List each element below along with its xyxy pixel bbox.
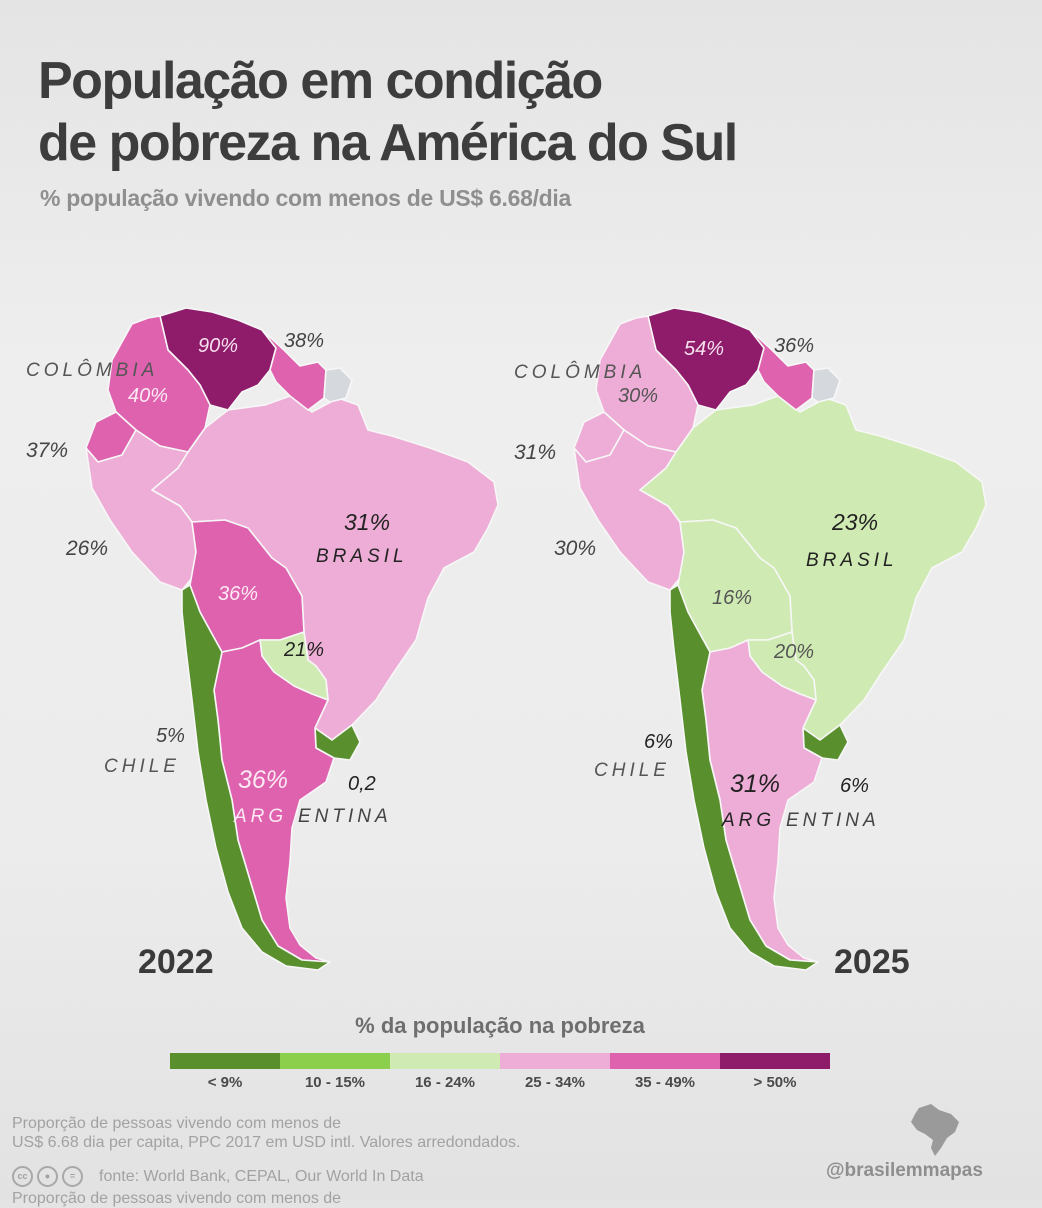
legend-label: 25 - 34% [524,1074,586,1091]
value-peru-2025: 30% [554,537,596,560]
label-chile-2025: CHILE [594,760,670,781]
value-argentina-2025: 31% [730,770,780,798]
legend-swatch [280,1053,390,1069]
title-line-2: de pobreza na América do Sul [38,114,738,172]
legend-swatch [720,1053,830,1069]
value-bolivia-2022: 36% [218,583,258,605]
map-2022 [85,307,499,971]
label-colombia-2025: COLÔMBIA [514,361,646,383]
region-colombia-2025 [595,315,699,453]
no-derivatives-icon: = [62,1166,83,1187]
label-argentina-part1-2025: ARG [721,810,775,831]
footnote: Proporção de pessoas vivendo com menos d… [12,1114,520,1152]
footnote-line-2: US$ 6.68 dia per capita, PPC 2017 em USD… [12,1134,521,1151]
labels-2025: 54% 36% COLÔMBIA 30% 31% 30% 23% BRASIL … [514,335,910,981]
region-french-guiana-2022 [323,367,353,403]
legend-label: 35 - 49% [634,1074,696,1091]
brazil-map-icon [911,1104,959,1156]
value-paraguay-2025: 20% [773,641,814,663]
legend-title: % da população na pobreza [355,1013,645,1038]
label-argentina-part2-2022: ENTINA [298,806,392,827]
region-peru-2022 [85,429,197,591]
region-guyana-suriname-2022 [261,329,327,411]
title-line-1: População em condição [38,52,603,110]
year-2025: 2025 [834,943,910,981]
legend-swatch [390,1053,500,1069]
label-argentina-part2-2025: ENTINA [786,810,880,831]
label-colombia-2022: COLÔMBIA [26,359,158,381]
value-guyana-suriname-2022: 38% [284,330,324,352]
footnote-cut-line: Proporção de pessoas vivendo com menos d… [12,1190,342,1207]
region-chile-2025 [669,584,819,971]
map-2025 [573,307,987,971]
value-venezuela-2022: 90% [198,335,238,357]
region-guyana-suriname-2025 [749,329,815,411]
value-chile-2022: 5% [156,725,185,747]
legend-item: < 9% [170,1053,280,1091]
value-bolivia-2025: 16% [712,587,752,609]
legend-label: 16 - 24% [414,1074,476,1091]
legend-swatch [170,1053,280,1069]
value-guyana-suriname-2025: 36% [774,335,814,357]
region-french-guiana-2025 [811,367,841,403]
legend-swatch [500,1053,610,1069]
value-brasil-2022: 31% [344,509,390,535]
label-brasil-2022: BRASIL [316,546,408,567]
legend-item: 16 - 24% [390,1053,500,1091]
attribution-icon: ● [37,1166,58,1187]
year-2022: 2022 [138,943,214,981]
value-ecuador-2022: 37% [26,439,68,462]
maps-canvas: 90% 38% COLÔMBIA 40% 37% 26% 31% BRASIL … [26,307,987,981]
region-colombia-2022 [107,315,211,453]
source-text: fonte: World Bank, CEPAL, Our World In D… [99,1167,424,1185]
value-uruguay-2025: 6% [840,775,869,797]
page-title: População em condição de pobreza na Amér… [38,50,738,174]
legend-item: 35 - 49% [610,1053,720,1091]
value-colombia-2025: 30% [618,385,658,407]
legend-label: 10 - 15% [304,1074,366,1091]
value-paraguay-2022: 21% [283,639,324,661]
value-chile-2025: 6% [644,731,673,753]
legend-item: 10 - 15% [280,1053,390,1091]
value-colombia-2022: 40% [128,385,168,407]
value-ecuador-2025: 31% [514,441,556,464]
label-chile-2022: CHILE [104,756,180,777]
brand-handle: @brasilemmapas [826,1160,983,1181]
legend-item: 25 - 34% [500,1053,610,1091]
value-brasil-2025: 23% [831,509,878,535]
labels-2022: 90% 38% COLÔMBIA 40% 37% 26% 31% BRASIL … [26,330,408,981]
value-uruguay-2022: 0,2 [348,773,376,795]
creative-commons-icon: cc [12,1166,33,1187]
value-venezuela-2025: 54% [684,338,724,360]
source-row: cc ● = fonte: World Bank, CEPAL, Our Wor… [12,1166,424,1187]
label-argentina-part1-2022: ARG [233,806,287,827]
page-subtitle: % população vivendo com menos de US$ 6.6… [40,185,571,211]
legend-item: > 50% [720,1053,830,1091]
value-peru-2022: 26% [65,537,108,560]
region-chile-2022 [181,584,331,971]
legend: < 9% 10 - 15% 16 - 24% 25 - 34% 35 - 49%… [170,1053,830,1091]
region-peru-2025 [573,429,685,591]
footnote-line-1: Proporção de pessoas vivendo com menos d… [12,1115,342,1132]
legend-label: > 50% [753,1074,797,1091]
legend-swatch [610,1053,720,1069]
label-brasil-2025: BRASIL [806,550,898,571]
value-argentina-2022: 36% [238,766,288,794]
legend-label: < 9% [207,1074,243,1091]
